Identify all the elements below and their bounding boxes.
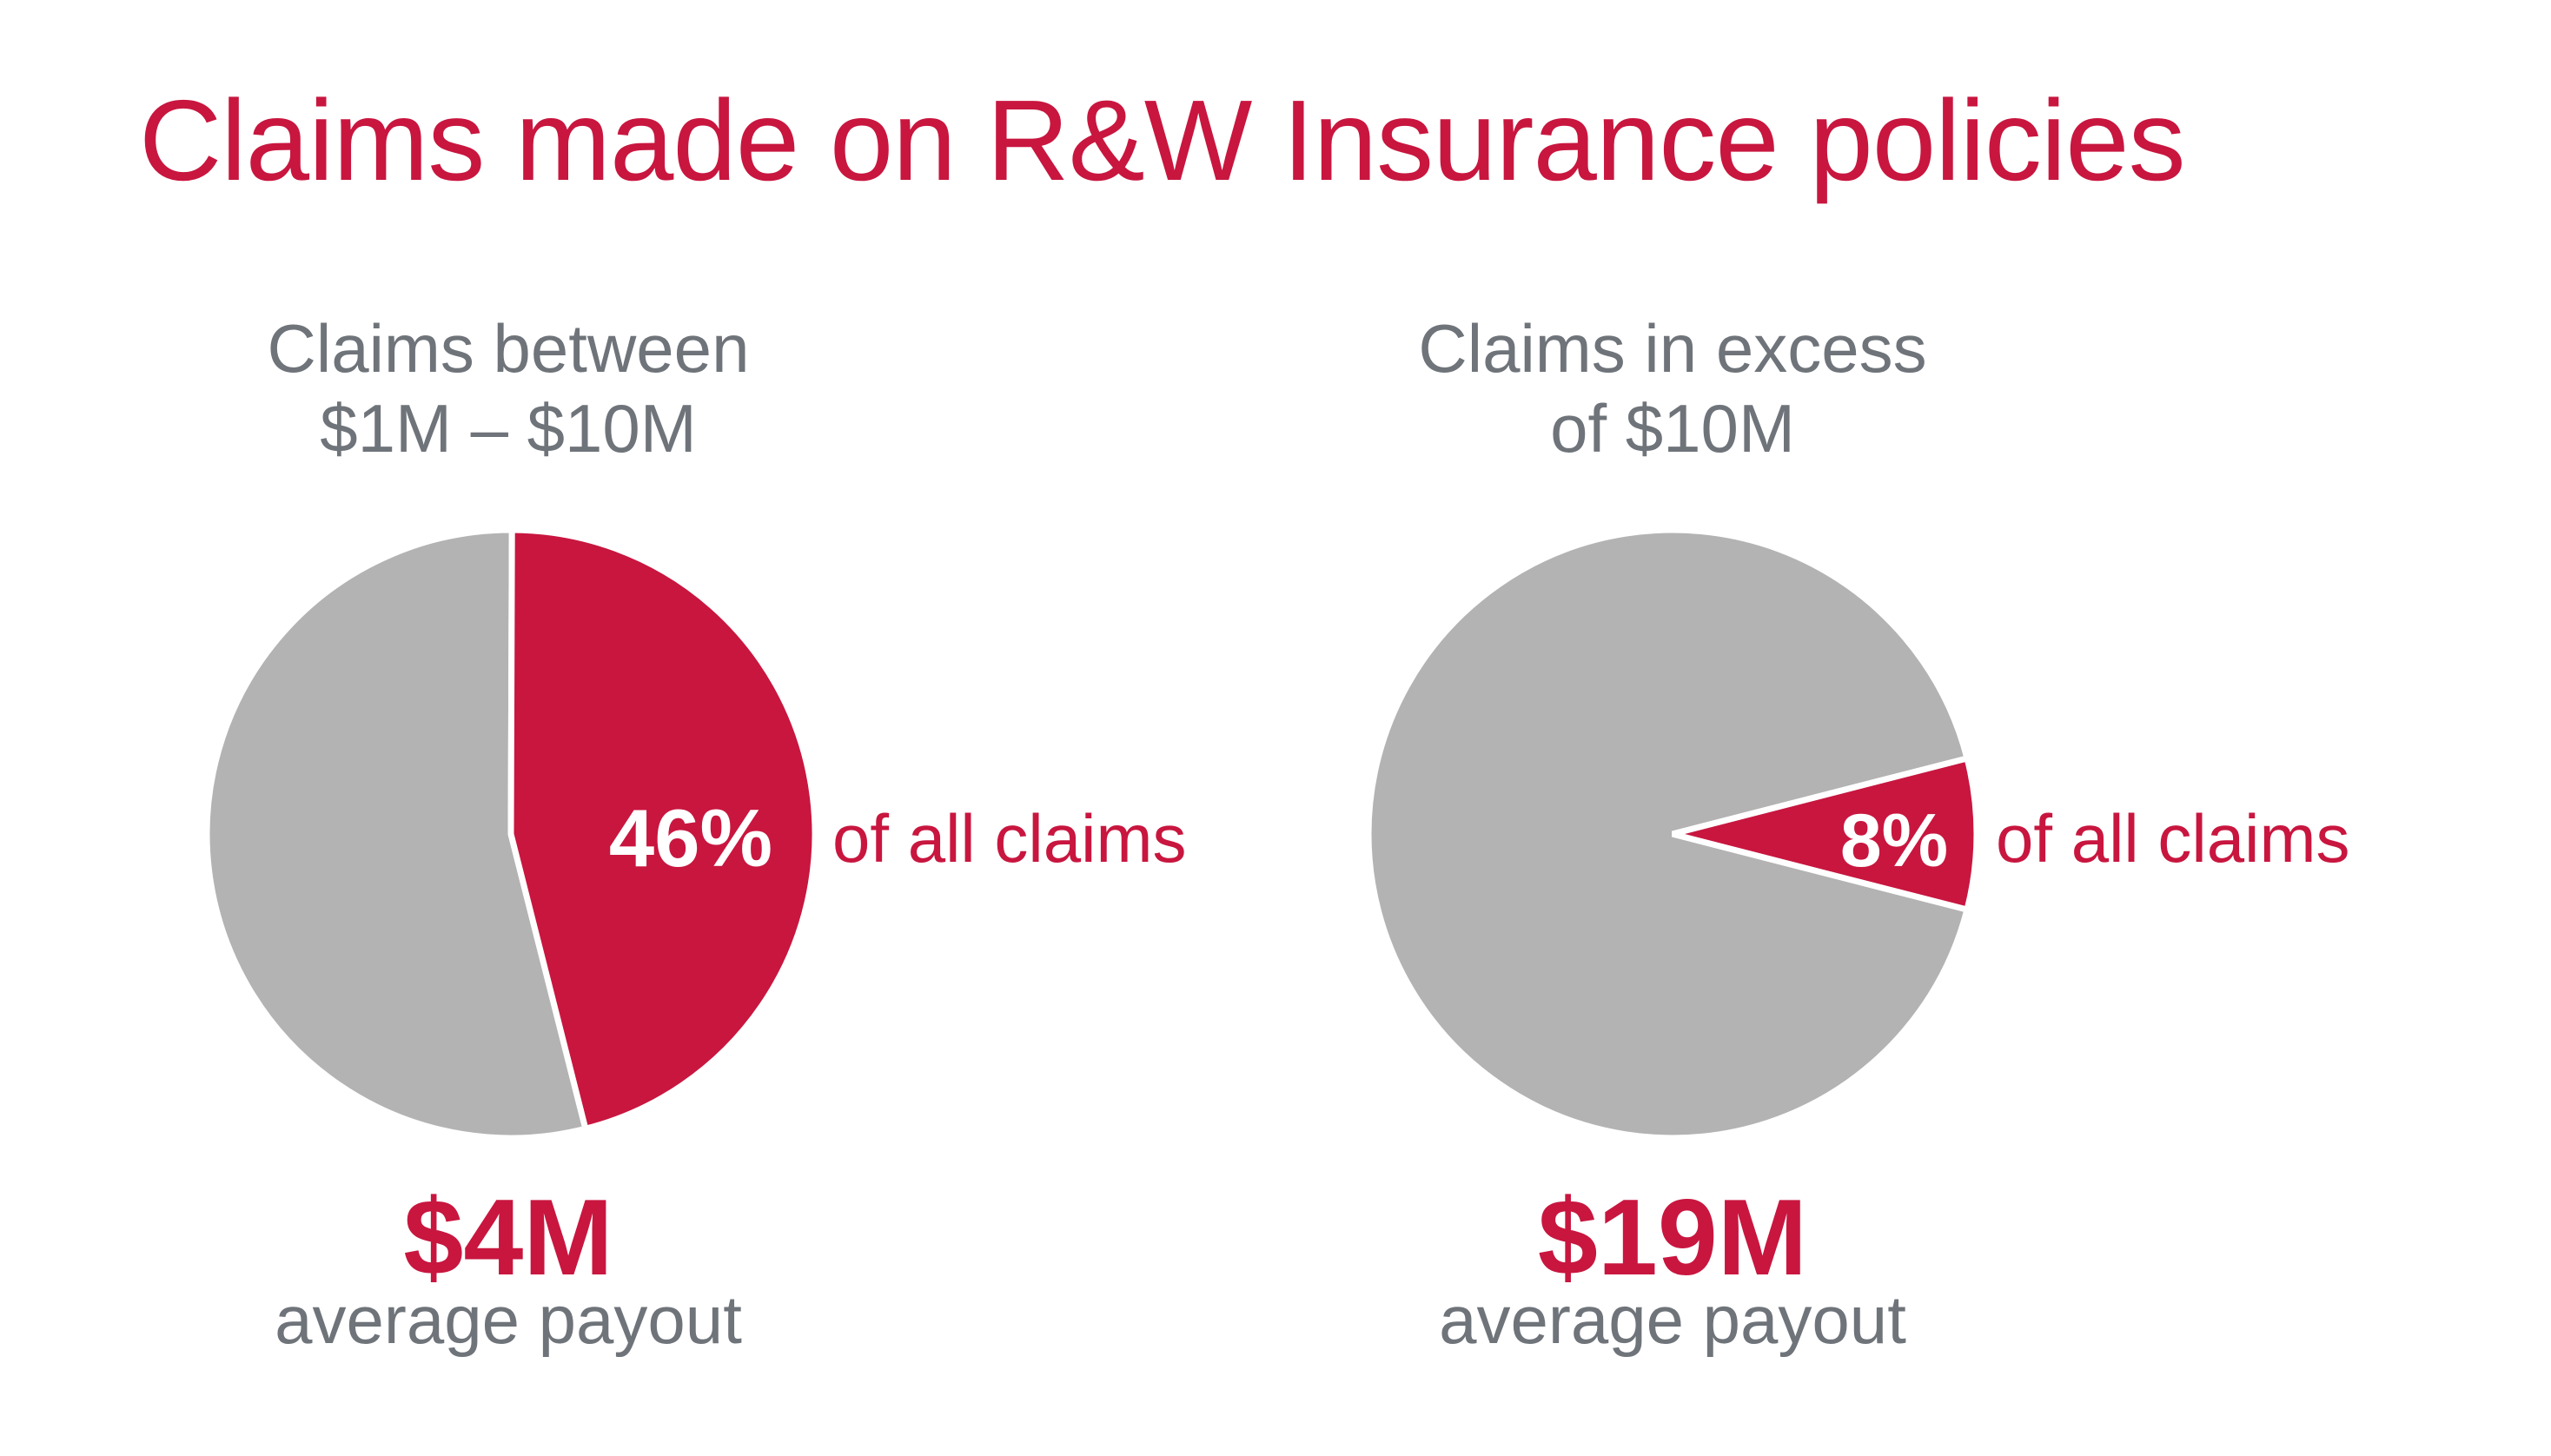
left-average-label: average payout [275, 1281, 742, 1358]
page-title: Claims made on R&W Insurance policies [139, 76, 2186, 204]
pie-chart-right [1365, 526, 1980, 1142]
right-average-label: average payout [1439, 1281, 1906, 1358]
left-share-suffix: of all claims [832, 800, 1187, 877]
left-percentage-label: 46% [609, 792, 772, 884]
left-highlight-slice [507, 526, 818, 1133]
right-percentage-label: 8% [1840, 799, 1948, 883]
pie-chart-left [203, 526, 818, 1142]
left-subtitle-line-1: Claims between [267, 310, 750, 387]
right-subtitle-line-1: Claims in excess [1418, 310, 1927, 387]
right-share-suffix: of all claims [1996, 800, 2350, 877]
right-highlight-slice [1672, 754, 1980, 914]
right-remaining-slice [1365, 526, 1971, 1142]
right-subtitle-line-2: of $10M [1550, 390, 1795, 467]
left-subtitle: Claims between $1M – $10M [117, 308, 899, 468]
right-subtitle: Claims in excess of $10M [1282, 308, 2064, 468]
left-subtitle-line-2: $1M – $10M [320, 390, 697, 467]
right-average-payout: $19M [1537, 1178, 1808, 1298]
left-average-payout: $4M [403, 1178, 613, 1298]
left-remaining-slice [203, 526, 590, 1142]
